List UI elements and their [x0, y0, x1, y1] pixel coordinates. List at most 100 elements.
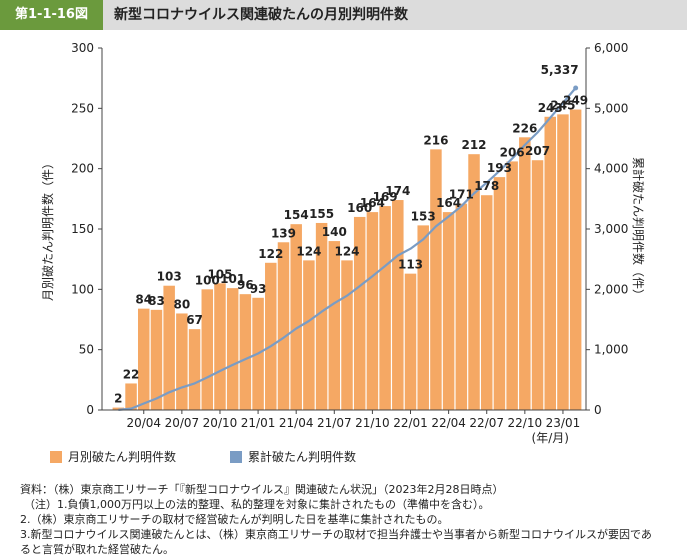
bar-value-label: 93 — [250, 282, 267, 296]
bar-21/12 — [392, 200, 404, 410]
cumulative-end-point — [573, 85, 579, 91]
bar-21/03 — [277, 242, 290, 410]
bar-value-label: 140 — [322, 225, 347, 239]
line-series — [118, 85, 579, 411]
bar-value-label: 105 — [207, 267, 232, 281]
bar-22/12 — [544, 116, 556, 410]
x-tick-label: 21/01 — [241, 416, 276, 430]
bar-value-label: 207 — [525, 144, 550, 158]
bar-value-label: 206 — [500, 145, 525, 159]
bar-20/06 — [163, 285, 175, 410]
bar-value-label: 164 — [436, 196, 461, 210]
x-unit-label: (年/月) — [532, 431, 569, 445]
bar-21/10 — [366, 212, 379, 410]
bar-21/02 — [265, 262, 277, 410]
bar-20/10 — [214, 283, 226, 410]
y-right-axis-title: 累計破たん判明件数（件） — [631, 157, 646, 301]
x-tick-label: 20/10 — [203, 416, 238, 430]
bar-value-label: 124 — [296, 244, 321, 258]
y-right-tick-label: 3,000 — [594, 222, 628, 236]
bar-value-label: 178 — [474, 179, 499, 193]
bar-20/05 — [150, 309, 163, 410]
bar-value-label: 84 — [135, 293, 152, 307]
x-tick-label: 22/04 — [431, 416, 466, 430]
bar-23/01 — [557, 114, 569, 410]
y-right-tick-label: 2,000 — [594, 282, 628, 296]
bar-value-label: 80 — [174, 297, 191, 311]
bar-value-label: 243 — [538, 101, 563, 115]
bar-21/11 — [379, 206, 391, 410]
legend-item-cumulative: 累計破たん判明件数 — [230, 448, 356, 465]
bar-22/10 — [519, 137, 531, 410]
bar-value-label: 164 — [360, 196, 385, 210]
x-tick-label: 22/10 — [508, 416, 543, 430]
bar-value-label: 171 — [449, 188, 474, 202]
bar-value-label: 139 — [271, 226, 296, 240]
bar-22/02 — [417, 225, 429, 410]
bar-series — [112, 109, 582, 411]
y-left-tick-label: 250 — [71, 101, 94, 115]
bar-22/09 — [506, 161, 518, 410]
y-right-tick-label: 6,000 — [594, 41, 628, 55]
legend-swatch-bar — [50, 450, 62, 463]
y-left-tick-label: 300 — [71, 41, 94, 55]
chart-canvas: 0 50 100 150 200 250 300 0 1,000 2,000 3,000 4,000 5… — [40, 41, 646, 445]
bar-value-label: 100 — [195, 273, 220, 287]
x-tick-label: 23/01 — [546, 416, 581, 430]
bar-20/11 — [226, 288, 239, 410]
bar-value-label: 122 — [258, 247, 283, 261]
y-right-tick-label: 5,000 — [594, 101, 628, 115]
bar-value-label: 124 — [334, 244, 359, 258]
bar-value-label: 2 — [114, 392, 122, 406]
note-source: 資料：（株）東京商工リサーチ「『新型コロナウイルス』関連破たん状況」（2023年… — [20, 483, 504, 496]
y-right-tick-label: 1,000 — [594, 343, 628, 357]
bar-value-label: 216 — [423, 133, 448, 147]
bar-value-label: 101 — [220, 272, 245, 286]
bar-22/03 — [430, 149, 442, 411]
bar-22/11 — [531, 160, 544, 410]
cumulative-line — [118, 87, 577, 411]
bar-20/04 — [138, 308, 150, 410]
bar-value-label: 103 — [157, 270, 182, 284]
x-tick-label: 21/10 — [355, 416, 390, 430]
y-right-tick-label: 4,000 — [594, 162, 628, 176]
bar-value-label: 22 — [123, 367, 140, 381]
bar-value-label: 249 — [563, 94, 588, 108]
note-3-cont: ると言質が取れた経営破たん。 — [20, 543, 174, 556]
bar-value-label: 154 — [284, 208, 309, 222]
x-tick-label: 21/04 — [279, 416, 314, 430]
y-left-tick-label: 150 — [71, 222, 94, 236]
y-left-tick-label: 100 — [71, 282, 94, 296]
bar-22/06 — [468, 154, 480, 410]
bar-23/02 — [569, 109, 582, 410]
y-left-tick-label: 0 — [86, 403, 94, 417]
bar-value-label: 226 — [512, 121, 537, 135]
x-tick-label: 21/07 — [317, 416, 352, 430]
bar-22/07 — [480, 195, 493, 410]
bar-20/03 — [125, 383, 137, 410]
y-left-tick-label: 50 — [79, 343, 94, 357]
y-left-axis-title: 月別破たん判明件数（件） — [40, 157, 55, 301]
figure-header: 第1-1-16図 新型コロナウイルス関連破たんの月別判明件数 — [0, 0, 687, 30]
chart-axes: 0 50 100 150 200 250 300 0 1,000 2,000 3,000 4,000 5… — [40, 41, 646, 445]
y-left-tick-label: 200 — [71, 162, 94, 176]
source-notes: 資料：（株）東京商工リサーチ「『新型コロナウイルス』関連破たん状況」（2023年… — [20, 482, 680, 557]
bar-21/07 — [328, 241, 341, 410]
x-tick-label: 20/07 — [165, 416, 200, 430]
legend-label-monthly: 月別破たん判明件数 — [68, 450, 177, 464]
bar-21/04 — [290, 224, 302, 410]
bar-20/12 — [239, 294, 252, 410]
cumulative-end-label: 5,337 — [541, 63, 579, 77]
note-1: （注）1.負債1,000万円以上の法的整理、私的整理を対象に集計されたもの（準備… — [24, 498, 490, 511]
bar-value-label: 96 — [237, 278, 254, 292]
bar-22/08 — [493, 177, 506, 410]
bar-value-label: 174 — [385, 184, 410, 198]
bar-20/02 — [112, 407, 125, 410]
bar-22/04 — [442, 212, 455, 410]
legend-label-cumulative: 累計破たん判明件数 — [248, 450, 357, 464]
bar-value-label: 155 — [309, 207, 334, 221]
bar-value-label: 83 — [148, 294, 165, 308]
bar-20/07 — [176, 313, 188, 410]
bar-20/09 — [201, 289, 214, 410]
figure-title: 新型コロナウイルス関連破たんの月別判明件数 — [114, 7, 408, 23]
